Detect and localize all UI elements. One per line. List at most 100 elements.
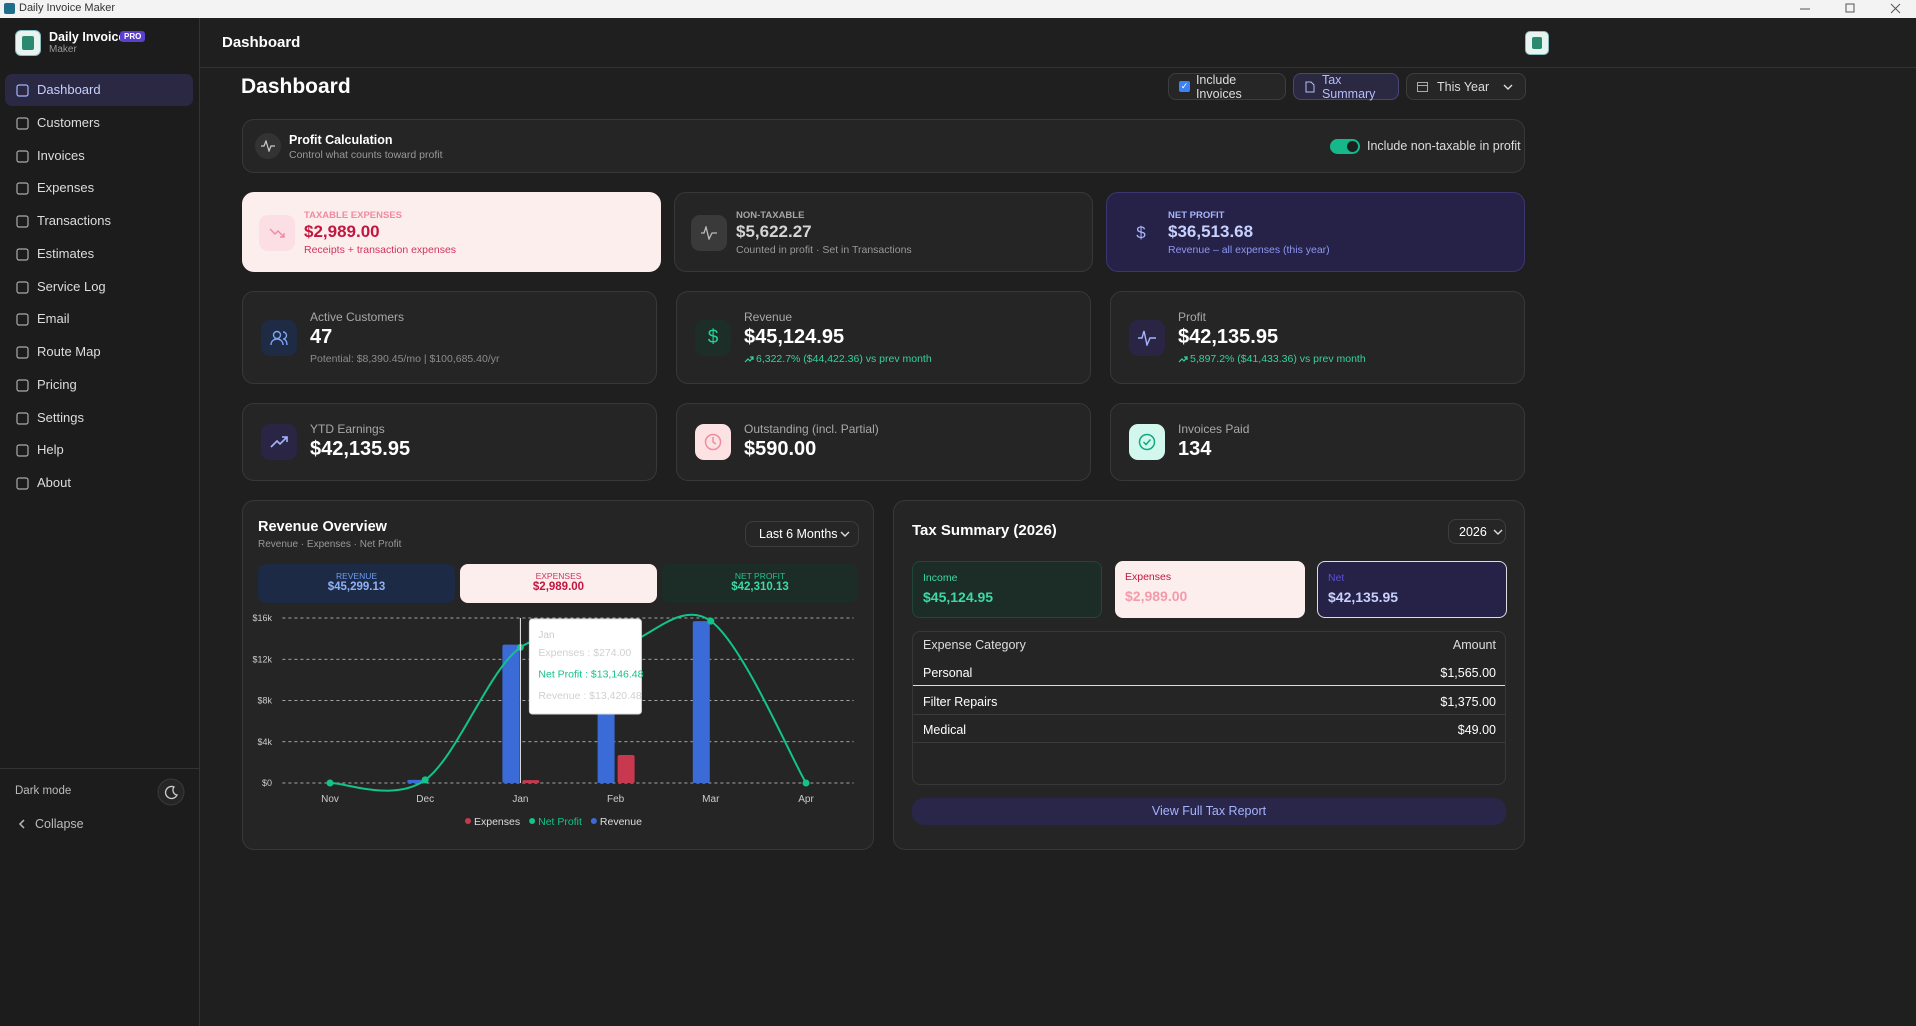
profit-calc-title: Profit Calculation bbox=[289, 133, 393, 147]
y-tick-label: $16k bbox=[252, 613, 272, 623]
stat-cards-0-note: Potential: $8,390.45/mo | $100,685.40/yr bbox=[310, 353, 500, 365]
nav-icon-shape bbox=[16, 379, 29, 392]
nav-icon-shape bbox=[16, 215, 29, 228]
tax-summary-boxes-2-value: $42,135.95 bbox=[1328, 589, 1399, 605]
avatar[interactable] bbox=[1525, 31, 1549, 55]
nav-icon-shape bbox=[16, 477, 29, 490]
toggle[interactable] bbox=[1330, 139, 1360, 154]
dollar-icon: $ bbox=[1136, 223, 1146, 242]
nav-item[interactable]: Expenses bbox=[5, 172, 193, 204]
legend-label: Revenue bbox=[600, 816, 642, 828]
window-controls[interactable] bbox=[1790, 0, 1916, 18]
non-taxable-card: NON-TAXABLE $5,622.27 Counted in profit … bbox=[674, 192, 1093, 272]
page-title: Dashboard bbox=[241, 75, 351, 98]
nav-item[interactable]: Invoices bbox=[5, 140, 193, 172]
nav-icon bbox=[16, 215, 29, 228]
nav-icon bbox=[16, 117, 29, 130]
nav-label: Invoices bbox=[37, 147, 85, 163]
y-tick-label: $4k bbox=[257, 737, 272, 747]
nav-item[interactable]: Estimates bbox=[5, 238, 193, 270]
y-tick-label: $12k bbox=[252, 654, 272, 664]
nav-item[interactable]: Help bbox=[5, 434, 193, 466]
nav-icon bbox=[16, 444, 29, 457]
users-icon bbox=[261, 320, 297, 356]
window-title: Daily Invoice Maker bbox=[19, 2, 115, 14]
top-cards-0-value: $2,989.00 bbox=[304, 222, 380, 241]
ytd-earnings-card: YTD Earnings $42,135.95 bbox=[242, 403, 657, 481]
profit-calc-subtitle: Control what counts toward profit bbox=[289, 149, 443, 161]
collapse-icon bbox=[18, 819, 25, 829]
top-bar: Dashboard bbox=[200, 18, 1916, 68]
amount-cell: $1,565.00 bbox=[1440, 666, 1496, 680]
tooltip-title: Jan bbox=[538, 630, 554, 641]
nav-icon-shape bbox=[16, 346, 29, 359]
nav-label: Pricing bbox=[37, 376, 77, 392]
nav-item[interactable]: Settings bbox=[5, 402, 193, 434]
nav-icon-shape bbox=[16, 411, 29, 425]
revenue-overview-summary-1-label: EXPENSES bbox=[535, 571, 582, 581]
outstanding-card: Outstanding (incl. Partial) $590.00 bbox=[676, 403, 1091, 481]
tax-summary-boxes-1-label: Expenses bbox=[1125, 571, 1172, 583]
nav-item[interactable]: Transactions bbox=[5, 205, 193, 237]
category-cell: Filter Repairs bbox=[923, 694, 998, 709]
revenue-overview-summary-2-value: $42,310.13 bbox=[731, 581, 789, 593]
stat-cards-2-label: Profit bbox=[1178, 310, 1207, 324]
nav-item[interactable]: Email bbox=[5, 303, 193, 335]
dollar-icon: $ bbox=[695, 320, 731, 356]
tax-summary-year: 2026 bbox=[1459, 524, 1487, 539]
nav-item[interactable]: Service Log bbox=[5, 271, 193, 303]
invoices-paid-card: Invoices Paid 134 bbox=[1110, 403, 1525, 481]
tax-summary-button[interactable]: Tax Summary bbox=[1293, 73, 1399, 101]
y-tick-label: $0 bbox=[262, 778, 272, 788]
top-cards-0-label: TAXABLE EXPENSES bbox=[304, 210, 403, 221]
title-bar: Daily Invoice Maker bbox=[0, 0, 1916, 18]
tooltip-box bbox=[528, 618, 642, 715]
trend-icon bbox=[744, 356, 754, 363]
amount-cell: $49.00 bbox=[1457, 723, 1496, 737]
nav-item[interactable]: About bbox=[5, 467, 193, 499]
legend-swatch bbox=[529, 818, 536, 824]
net-profit-summary: NET PROFIT $42,310.13 bbox=[662, 564, 858, 603]
dark-mode-toggle[interactable] bbox=[157, 778, 185, 806]
stat-cards-1-note: 6,322.7% ($44,422.36) vs prev month bbox=[756, 353, 932, 365]
bar bbox=[522, 780, 540, 783]
view-report-button[interactable]: View Full Tax Report bbox=[912, 798, 1506, 825]
revenue-overview-title: Revenue Overview bbox=[258, 519, 387, 535]
nav-icon-shape bbox=[16, 248, 29, 261]
nav-icon-shape bbox=[16, 84, 29, 97]
collapse-button[interactable]: Collapse bbox=[35, 817, 84, 831]
nav-label: Service Log bbox=[37, 278, 106, 294]
nav-label: Estimates bbox=[37, 245, 95, 261]
tax-summary-title: Tax Summary (2026) bbox=[912, 522, 1057, 539]
year-select[interactable]: 2026 bbox=[1448, 519, 1506, 544]
expenses-summary: EXPENSES $2,989.00 bbox=[460, 564, 657, 603]
nav-item[interactable]: Route Map bbox=[5, 336, 193, 368]
nav-icon bbox=[16, 379, 29, 392]
period-select[interactable]: This Year bbox=[1406, 73, 1526, 100]
include-invoices[interactable]: ✓ Include Invoices bbox=[1168, 73, 1286, 101]
stat-cards-1-value: $45,124.95 bbox=[744, 326, 845, 348]
point bbox=[707, 617, 715, 625]
legend-label: Net Profit bbox=[538, 816, 582, 828]
chevron bbox=[1503, 84, 1513, 90]
nav-item[interactable]: Dashboard bbox=[5, 74, 193, 106]
logo bbox=[15, 30, 41, 56]
nav-label: Help bbox=[37, 442, 64, 458]
nav-label: About bbox=[37, 475, 71, 490]
doc-icon bbox=[1305, 81, 1315, 92]
range-select[interactable]: Last 6 Months bbox=[745, 521, 859, 547]
nav-item[interactable]: Pricing bbox=[5, 369, 193, 401]
nav-label: Expenses bbox=[37, 180, 95, 196]
nav-icon-shape bbox=[16, 117, 29, 130]
revenue-overview-summary-1-value: $2,989.00 bbox=[532, 581, 585, 593]
checkbox[interactable]: ✓ bbox=[1179, 81, 1190, 92]
stat-cards-4-label: Outstanding (incl. Partial) bbox=[744, 422, 879, 436]
nav-item[interactable]: Customers bbox=[5, 107, 193, 139]
revenue-overview-summary-0-value: $45,299.13 bbox=[327, 581, 386, 593]
nav-icon bbox=[16, 477, 29, 490]
bar bbox=[502, 644, 520, 783]
nav-icon-shape bbox=[16, 280, 29, 294]
nav: Dashboard Customers Invoices Expenses Transa… bbox=[0, 18, 199, 518]
